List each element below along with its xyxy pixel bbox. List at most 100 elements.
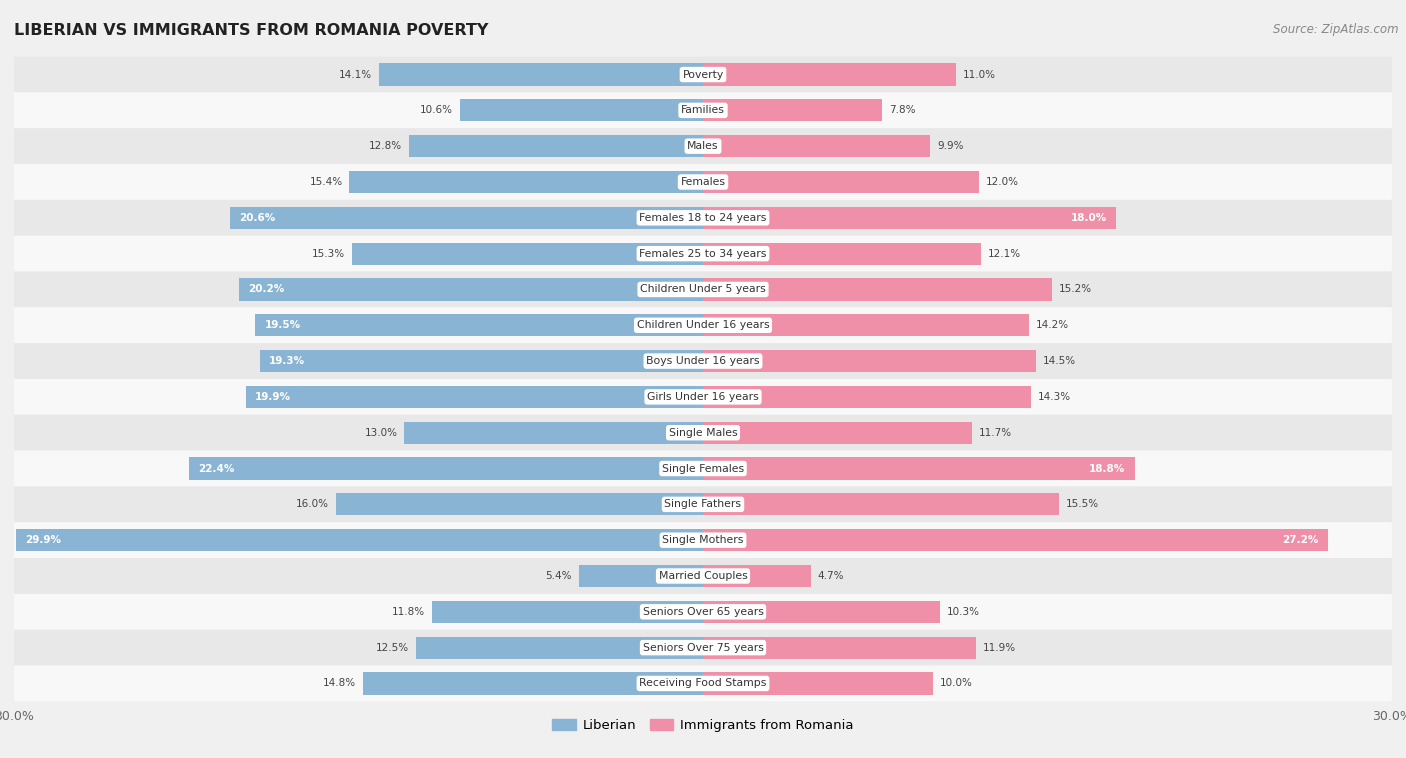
Text: 15.3%: 15.3% (312, 249, 344, 258)
Text: 7.8%: 7.8% (889, 105, 915, 115)
Text: 19.9%: 19.9% (256, 392, 291, 402)
Text: 19.3%: 19.3% (269, 356, 305, 366)
Text: 11.9%: 11.9% (983, 643, 1017, 653)
Bar (703, 207, 1116, 229)
Text: Families: Families (681, 105, 725, 115)
Text: Single Females: Single Females (662, 464, 744, 474)
Text: Boys Under 16 years: Boys Under 16 years (647, 356, 759, 366)
Text: Single Mothers: Single Mothers (662, 535, 744, 545)
Bar (703, 386, 1032, 408)
Bar (405, 421, 703, 444)
Text: Females: Females (681, 177, 725, 187)
Bar (239, 278, 703, 301)
Text: 18.0%: 18.0% (1071, 213, 1107, 223)
Bar (349, 171, 703, 193)
Text: 14.1%: 14.1% (339, 70, 373, 80)
FancyBboxPatch shape (14, 128, 1392, 164)
Text: 18.8%: 18.8% (1090, 464, 1126, 474)
Bar (703, 171, 979, 193)
Bar (256, 314, 703, 337)
Text: Single Males: Single Males (669, 428, 737, 437)
FancyBboxPatch shape (14, 236, 1392, 271)
Bar (703, 135, 931, 158)
Bar (703, 421, 972, 444)
Text: Girls Under 16 years: Girls Under 16 years (647, 392, 759, 402)
Text: Females 25 to 34 years: Females 25 to 34 years (640, 249, 766, 258)
Text: Males: Males (688, 141, 718, 151)
Text: 27.2%: 27.2% (1282, 535, 1319, 545)
Text: Married Couples: Married Couples (658, 571, 748, 581)
Bar (260, 350, 703, 372)
Bar (703, 243, 981, 265)
Text: 20.6%: 20.6% (239, 213, 276, 223)
Bar (703, 64, 956, 86)
Text: 11.0%: 11.0% (963, 70, 995, 80)
Text: 9.9%: 9.9% (938, 141, 963, 151)
Bar (336, 493, 703, 515)
Bar (703, 457, 1135, 480)
Text: Source: ZipAtlas.com: Source: ZipAtlas.com (1274, 23, 1399, 36)
FancyBboxPatch shape (14, 92, 1392, 128)
Bar (703, 529, 1327, 551)
Bar (363, 672, 703, 694)
FancyBboxPatch shape (14, 451, 1392, 487)
Text: 12.1%: 12.1% (988, 249, 1021, 258)
FancyBboxPatch shape (14, 343, 1392, 379)
Text: Females 18 to 24 years: Females 18 to 24 years (640, 213, 766, 223)
Legend: Liberian, Immigrants from Romania: Liberian, Immigrants from Romania (547, 714, 859, 738)
Bar (579, 565, 703, 587)
FancyBboxPatch shape (14, 415, 1392, 451)
Text: 12.5%: 12.5% (375, 643, 409, 653)
Text: 16.0%: 16.0% (295, 500, 329, 509)
Bar (416, 637, 703, 659)
Text: 10.0%: 10.0% (939, 678, 973, 688)
FancyBboxPatch shape (14, 487, 1392, 522)
Bar (703, 493, 1059, 515)
FancyBboxPatch shape (14, 164, 1392, 200)
FancyBboxPatch shape (14, 522, 1392, 558)
Bar (703, 99, 882, 121)
FancyBboxPatch shape (14, 57, 1392, 92)
Text: 10.3%: 10.3% (946, 607, 980, 617)
Text: 11.8%: 11.8% (392, 607, 425, 617)
Text: 13.0%: 13.0% (364, 428, 398, 437)
Bar (432, 600, 703, 623)
FancyBboxPatch shape (14, 630, 1392, 666)
Bar (352, 243, 703, 265)
FancyBboxPatch shape (14, 594, 1392, 630)
Bar (231, 207, 703, 229)
Bar (703, 350, 1036, 372)
Text: 5.4%: 5.4% (546, 571, 572, 581)
Bar (703, 314, 1029, 337)
Text: Children Under 16 years: Children Under 16 years (637, 321, 769, 330)
FancyBboxPatch shape (14, 666, 1392, 701)
FancyBboxPatch shape (14, 307, 1392, 343)
Text: 22.4%: 22.4% (198, 464, 235, 474)
Bar (188, 457, 703, 480)
Text: 11.7%: 11.7% (979, 428, 1012, 437)
Bar (409, 135, 703, 158)
Text: Seniors Over 65 years: Seniors Over 65 years (643, 607, 763, 617)
FancyBboxPatch shape (14, 379, 1392, 415)
Text: 19.5%: 19.5% (264, 321, 301, 330)
Bar (246, 386, 703, 408)
Bar (703, 278, 1052, 301)
Text: Seniors Over 75 years: Seniors Over 75 years (643, 643, 763, 653)
Text: 14.3%: 14.3% (1038, 392, 1071, 402)
Text: 14.2%: 14.2% (1036, 321, 1069, 330)
Bar (703, 565, 811, 587)
Text: 14.5%: 14.5% (1043, 356, 1076, 366)
Bar (703, 600, 939, 623)
Text: 10.6%: 10.6% (419, 105, 453, 115)
FancyBboxPatch shape (14, 200, 1392, 236)
Bar (380, 64, 703, 86)
Text: 15.5%: 15.5% (1066, 500, 1099, 509)
Bar (703, 672, 932, 694)
Text: 4.7%: 4.7% (818, 571, 845, 581)
Text: Receiving Food Stamps: Receiving Food Stamps (640, 678, 766, 688)
Text: Single Fathers: Single Fathers (665, 500, 741, 509)
Text: 15.4%: 15.4% (309, 177, 343, 187)
Text: Children Under 5 years: Children Under 5 years (640, 284, 766, 294)
Text: 20.2%: 20.2% (249, 284, 284, 294)
Text: 12.8%: 12.8% (368, 141, 402, 151)
